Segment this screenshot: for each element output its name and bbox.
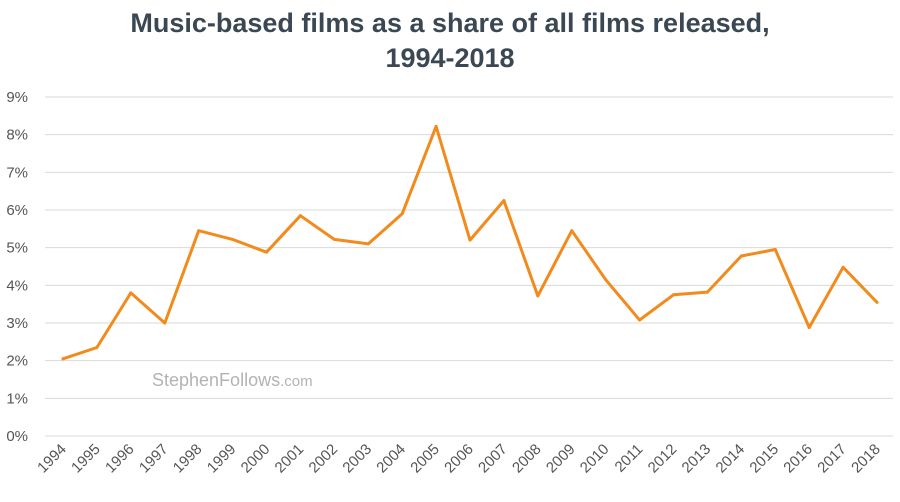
data-point	[197, 229, 201, 233]
data-point	[841, 265, 845, 269]
data-point	[705, 290, 709, 294]
y-tick-label: 8%	[6, 127, 28, 144]
series-line	[61, 124, 879, 361]
y-tick-label: 4%	[6, 277, 28, 294]
y-tick-label: 2%	[6, 353, 28, 370]
watermark-suffix: .com	[280, 373, 313, 390]
x-tick-label: 1996	[102, 441, 138, 477]
chart-title-line-2: 1994-2018	[385, 43, 515, 73]
x-tick-label: 1994	[34, 441, 70, 477]
chart-title-line-1: Music-based films as a share of all film…	[130, 8, 770, 38]
data-point	[61, 357, 65, 361]
data-point	[502, 199, 506, 203]
data-point	[638, 318, 642, 322]
watermark-main: StephenFollows	[152, 370, 280, 390]
y-tick-label: 0%	[6, 428, 28, 445]
x-tick-label: 2000	[238, 441, 274, 477]
data-point	[739, 254, 743, 258]
data-point	[604, 278, 608, 282]
x-tick-label: 1997	[136, 441, 172, 477]
x-tick-label: 2015	[746, 441, 782, 477]
x-tick-label: 1999	[204, 441, 240, 477]
x-tick-label: 2018	[848, 441, 884, 477]
data-point	[672, 293, 675, 297]
x-tick-label: 2012	[645, 441, 681, 477]
data-point	[570, 229, 574, 233]
x-axis-ticks: 1994199519961997199819992000200120022003…	[34, 441, 884, 477]
data-point	[434, 124, 438, 128]
data-point	[468, 238, 472, 242]
x-tick-label: 2005	[407, 441, 443, 477]
x-tick-label: 1995	[68, 441, 104, 477]
data-point	[536, 294, 540, 298]
watermark: StephenFollows.com	[152, 370, 313, 390]
y-tick-label: 6%	[6, 202, 28, 219]
data-point	[265, 250, 268, 254]
y-tick-label: 9%	[6, 89, 28, 106]
data-point	[129, 291, 133, 295]
y-tick-label: 1%	[6, 390, 28, 407]
x-tick-label: 2007	[475, 441, 511, 477]
y-tick-label: 5%	[6, 240, 28, 257]
x-tick-label: 2016	[780, 441, 816, 477]
data-point	[875, 300, 879, 304]
x-tick-label: 2017	[814, 441, 850, 477]
x-tick-label: 2013	[679, 441, 715, 477]
y-axis-ticks: 0% 1% 2% 3% 4% 5% 6% 7% 8% 9%	[6, 89, 28, 445]
x-tick-label: 2004	[373, 441, 409, 477]
data-point	[298, 214, 302, 218]
x-tick-label: 2008	[509, 441, 545, 477]
chart-title: Music-based films as a share of all film…	[0, 6, 900, 76]
x-tick-label: 2003	[339, 441, 375, 477]
x-tick-label: 2014	[713, 441, 749, 477]
x-tick-label: 2006	[441, 441, 477, 477]
data-point	[332, 237, 336, 241]
data-point	[163, 321, 167, 325]
data-point	[400, 212, 404, 216]
data-point	[95, 345, 99, 349]
y-tick-label: 7%	[6, 164, 28, 181]
y-tick-label: 3%	[6, 315, 28, 332]
x-tick-label: 2002	[306, 441, 342, 477]
data-point	[231, 237, 235, 241]
data-point	[773, 248, 777, 252]
x-tick-label: 2010	[577, 441, 613, 477]
x-tick-label: 2001	[272, 441, 308, 477]
data-point	[366, 242, 370, 246]
x-tick-label: 2009	[543, 441, 579, 477]
series-group	[61, 124, 879, 361]
gridlines	[45, 96, 893, 437]
x-tick-label: 2011	[612, 441, 647, 476]
data-point	[807, 326, 811, 330]
x-tick-label: 1998	[170, 441, 206, 477]
